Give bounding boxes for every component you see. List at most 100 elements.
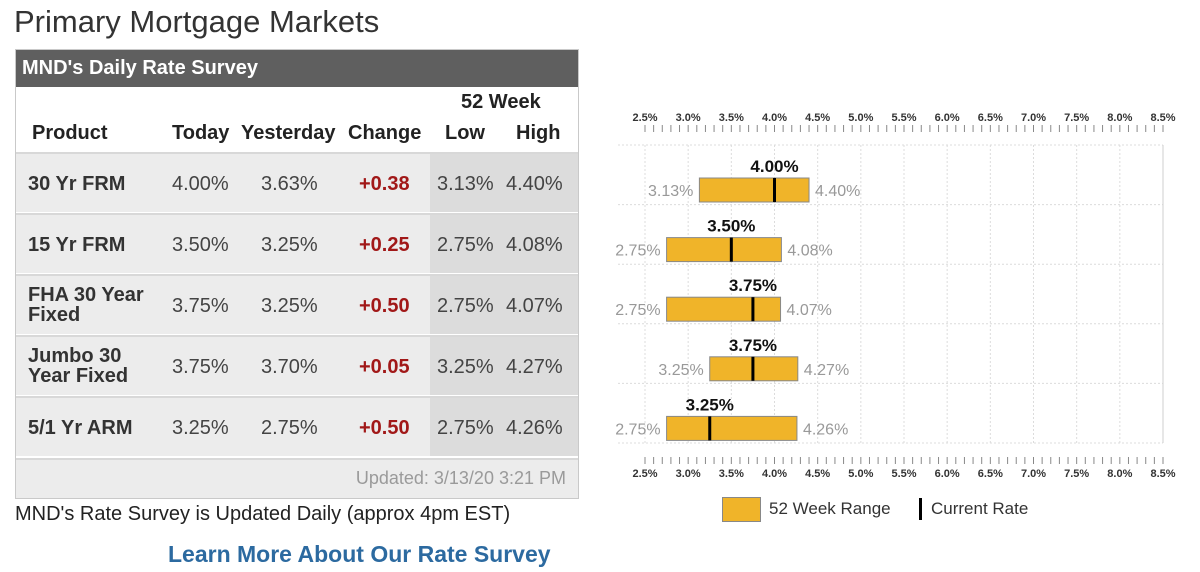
col-52-week: 52 Week — [461, 91, 541, 113]
high-rate: 4.26% — [506, 417, 563, 439]
range-bar — [666, 296, 782, 322]
x-tick-label: 5.0% — [848, 468, 873, 480]
x-tick-label: 6.5% — [978, 112, 1003, 124]
high-rate: 4.07% — [506, 295, 563, 317]
low-rate: 3.25% — [437, 356, 494, 378]
col-high: High — [516, 122, 561, 144]
x-tick-label: 2.5% — [632, 112, 657, 124]
range-low-label: 2.75% — [615, 243, 660, 260]
col-product: Product — [32, 122, 108, 144]
x-tick-label: 7.5% — [1064, 112, 1089, 124]
x-tick-label: 3.5% — [719, 112, 744, 124]
yesterday-rate: 3.25% — [261, 295, 318, 317]
range-high-label: 4.26% — [803, 421, 848, 438]
range-high-label: 4.40% — [815, 183, 860, 200]
range-high-label: 4.08% — [787, 243, 832, 260]
updated-timestamp: Updated: 3/13/20 3:21 PM — [355, 468, 566, 488]
legend-range-label: 52 Week Range — [769, 499, 891, 518]
legend-current-label: Current Rate — [931, 499, 1029, 518]
x-tick-label: 3.0% — [676, 112, 701, 124]
product-name: FHA 30 Year Fixed — [28, 284, 144, 326]
range-high-label: 4.07% — [787, 302, 832, 319]
range-column-shade — [430, 398, 578, 456]
x-tick-label: 6.5% — [978, 468, 1003, 480]
low-rate: 2.75% — [437, 417, 494, 439]
update-note: MND's Rate Survey is Updated Daily (appr… — [15, 503, 511, 525]
table-row: Jumbo 30 Year Fixed 3.75% 3.70% +0.05 3.… — [16, 335, 578, 395]
survey-header: MND's Daily Rate Survey — [16, 50, 578, 87]
table-row: FHA 30 Year Fixed 3.75% 3.25% +0.50 2.75… — [16, 274, 578, 334]
x-tick-label: 8.0% — [1107, 468, 1132, 480]
x-tick-label: 2.5% — [632, 468, 657, 480]
change-value: +0.50 — [359, 295, 410, 317]
learn-more-link[interactable]: Learn More About Our Rate Survey — [168, 541, 551, 567]
range-column-shade — [430, 154, 578, 212]
today-rate: 3.25% — [172, 417, 229, 439]
today-rate: 3.75% — [172, 295, 229, 317]
x-tick-label: 3.5% — [719, 468, 744, 480]
table-row: 15 Yr FRM 3.50% 3.25% +0.25 2.75% 4.08% — [16, 213, 578, 273]
product-name: 15 Yr FRM — [28, 234, 126, 256]
product-name: Jumbo 30 Year Fixed — [28, 345, 129, 387]
today-rate: 3.75% — [172, 356, 229, 378]
rate-range-chart: 2.5% 2.5% 3.0% 3.0% 3.5% 3.5% 4.0% 4.0% 4.5% 4.5%… — [615, 112, 1176, 480]
change-value: +0.38 — [359, 173, 410, 195]
x-tick-label: 8.5% — [1150, 112, 1175, 124]
col-today: Today — [172, 122, 230, 144]
table-row: 5/1 Yr ARM 3.25% 2.75% +0.50 2.75% 4.26% — [16, 396, 578, 456]
range-bar — [666, 237, 782, 263]
yesterday-rate: 3.25% — [261, 234, 318, 256]
x-tick-label: 6.0% — [935, 112, 960, 124]
change-value: +0.25 — [359, 234, 410, 256]
x-tick-label: 4.5% — [805, 112, 830, 124]
current-rate-label: 3.25% — [686, 395, 734, 414]
col-change: Change — [348, 122, 422, 144]
x-tick-label: 8.0% — [1107, 112, 1132, 124]
x-tick-label: 6.0% — [935, 468, 960, 480]
range-column-shade — [430, 276, 578, 334]
current-rate-label: 3.75% — [729, 276, 777, 295]
x-tick-label: 8.5% — [1150, 468, 1175, 480]
range-column-shade — [430, 215, 578, 273]
change-value: +0.50 — [359, 417, 410, 439]
change-value: +0.05 — [359, 356, 410, 378]
high-rate: 4.40% — [506, 173, 563, 195]
page-title: Primary Mortgage Markets — [14, 4, 380, 39]
low-rate: 3.13% — [437, 173, 494, 195]
x-tick-label: 4.0% — [762, 112, 787, 124]
range-low-label: 3.13% — [648, 183, 693, 200]
legend-range-swatch — [722, 497, 761, 522]
high-rate: 4.08% — [506, 234, 563, 256]
table-row: 30 Yr FRM 4.00% 3.63% +0.38 3.13% 4.40% — [16, 152, 578, 212]
x-tick-label: 7.5% — [1064, 468, 1089, 480]
x-tick-label: 7.0% — [1021, 112, 1046, 124]
table-footer: Updated: 3/13/20 3:21 PM — [16, 458, 578, 498]
today-rate: 4.00% — [172, 173, 229, 195]
x-tick-label: 5.5% — [891, 112, 916, 124]
col-low: Low — [445, 122, 485, 144]
current-rate-label: 4.00% — [750, 157, 798, 176]
range-bar — [666, 415, 798, 441]
range-column-shade — [430, 337, 578, 395]
high-rate: 4.27% — [506, 356, 563, 378]
today-rate: 3.50% — [172, 234, 229, 256]
range-high-label: 4.27% — [804, 362, 849, 379]
yesterday-rate: 3.70% — [261, 356, 318, 378]
legend-current-marker — [919, 498, 922, 520]
x-tick-label: 5.5% — [891, 468, 916, 480]
range-low-label: 2.75% — [615, 302, 660, 319]
x-tick-label: 4.5% — [805, 468, 830, 480]
range-low-label: 3.25% — [658, 362, 703, 379]
x-tick-label: 3.0% — [676, 468, 701, 480]
range-bar — [698, 177, 810, 203]
rate-survey-table: MND's Daily Rate Survey Product Today Ye… — [15, 49, 579, 499]
x-tick-label: 5.0% — [848, 112, 873, 124]
x-tick-label: 7.0% — [1021, 468, 1046, 480]
x-tick-label: 4.0% — [762, 468, 787, 480]
col-yesterday: Yesterday — [241, 122, 336, 144]
range-low-label: 2.75% — [615, 421, 660, 438]
low-rate: 2.75% — [437, 234, 494, 256]
yesterday-rate: 2.75% — [261, 417, 318, 439]
current-rate-label: 3.75% — [729, 336, 777, 355]
low-rate: 2.75% — [437, 295, 494, 317]
